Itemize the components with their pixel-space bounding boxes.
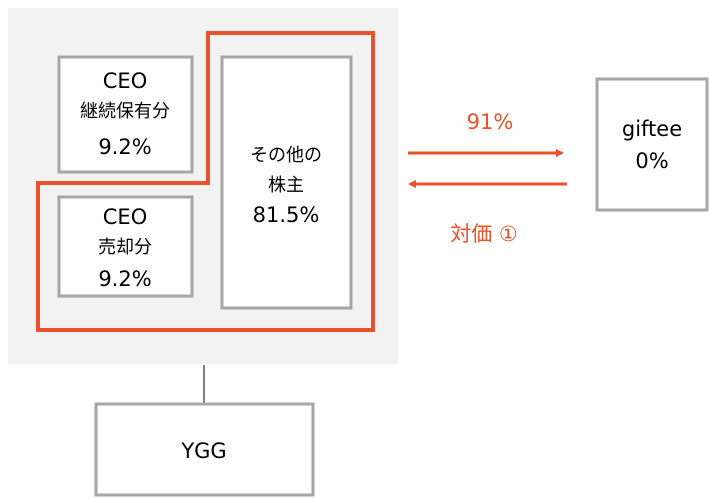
ceo-sold-title: CEO: [103, 205, 147, 229]
others-box: [220, 55, 353, 310]
giftee-box: [595, 77, 709, 212]
ceo-hold-sub: 継続保有分: [80, 101, 170, 122]
giftee-name: giftee: [622, 117, 682, 141]
ceo-sold-pct: 9.2%: [98, 267, 151, 291]
ceo-hold-box: [57, 55, 194, 174]
arrow-left-label: 対価 ①: [450, 222, 518, 246]
ceo-hold-pct: 9.2%: [98, 135, 151, 159]
giftee-pct: 0%: [635, 149, 668, 173]
arrow-right-label: 91%: [467, 110, 514, 134]
ceo-sold-box: [57, 195, 194, 298]
ygg-name: YGG: [180, 439, 226, 463]
ceo-sold-sub: 売却分: [98, 237, 152, 258]
others-line1: その他の: [250, 145, 322, 166]
ceo-hold-title: CEO: [103, 69, 147, 93]
sale-outline: [36, 31, 375, 332]
others-pct: 81.5%: [253, 203, 320, 227]
ygg-box: [94, 402, 315, 497]
others-line2: 株主: [268, 175, 304, 196]
